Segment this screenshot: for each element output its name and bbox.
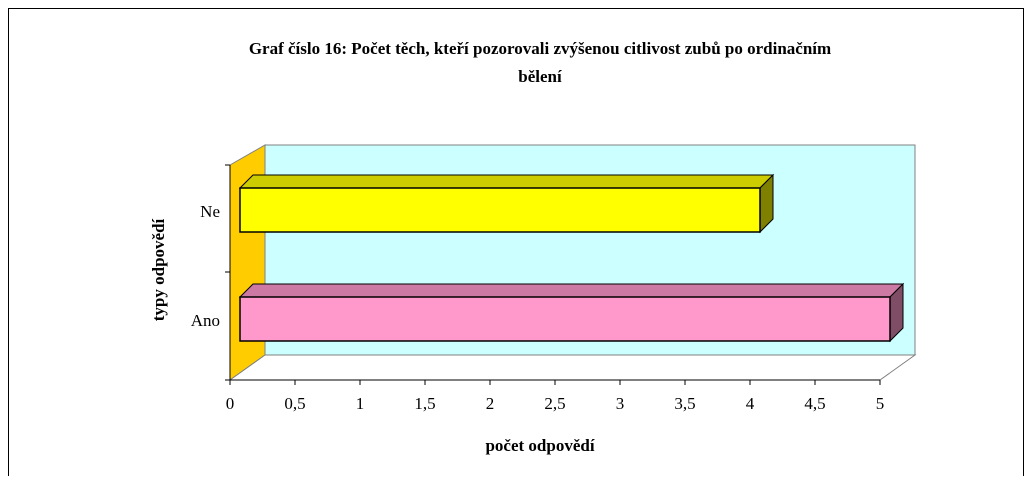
- x-axis-label: počet odpovědí: [485, 436, 594, 455]
- y-tick-label: Ne: [200, 202, 220, 221]
- x-tick-label: 4,5: [804, 394, 825, 413]
- chart-title: Graf číslo 16: Počet těch, kteří pozorov…: [249, 39, 831, 86]
- x-tick-label: 3: [616, 394, 625, 413]
- bar-top: [238, 174, 775, 189]
- x-tick-label: 2,5: [544, 394, 565, 413]
- x-tick-label: 3,5: [674, 394, 695, 413]
- x-tick-label: 2: [486, 394, 495, 413]
- bar: [239, 187, 761, 233]
- x-tick-label: 0,5: [284, 394, 305, 413]
- y-axis-label: typy odpovědí: [149, 218, 168, 321]
- floor: [228, 354, 917, 381]
- x-tick-label: 1: [356, 394, 365, 413]
- x-tick-label: 4: [746, 394, 755, 413]
- x-tick-label: 5: [876, 394, 885, 413]
- bar-top: [238, 283, 905, 298]
- y-tick-label: Ano: [191, 311, 220, 330]
- x-tick-label: 1,5: [414, 394, 435, 413]
- bar: [239, 296, 891, 342]
- x-tick-label: 0: [226, 394, 235, 413]
